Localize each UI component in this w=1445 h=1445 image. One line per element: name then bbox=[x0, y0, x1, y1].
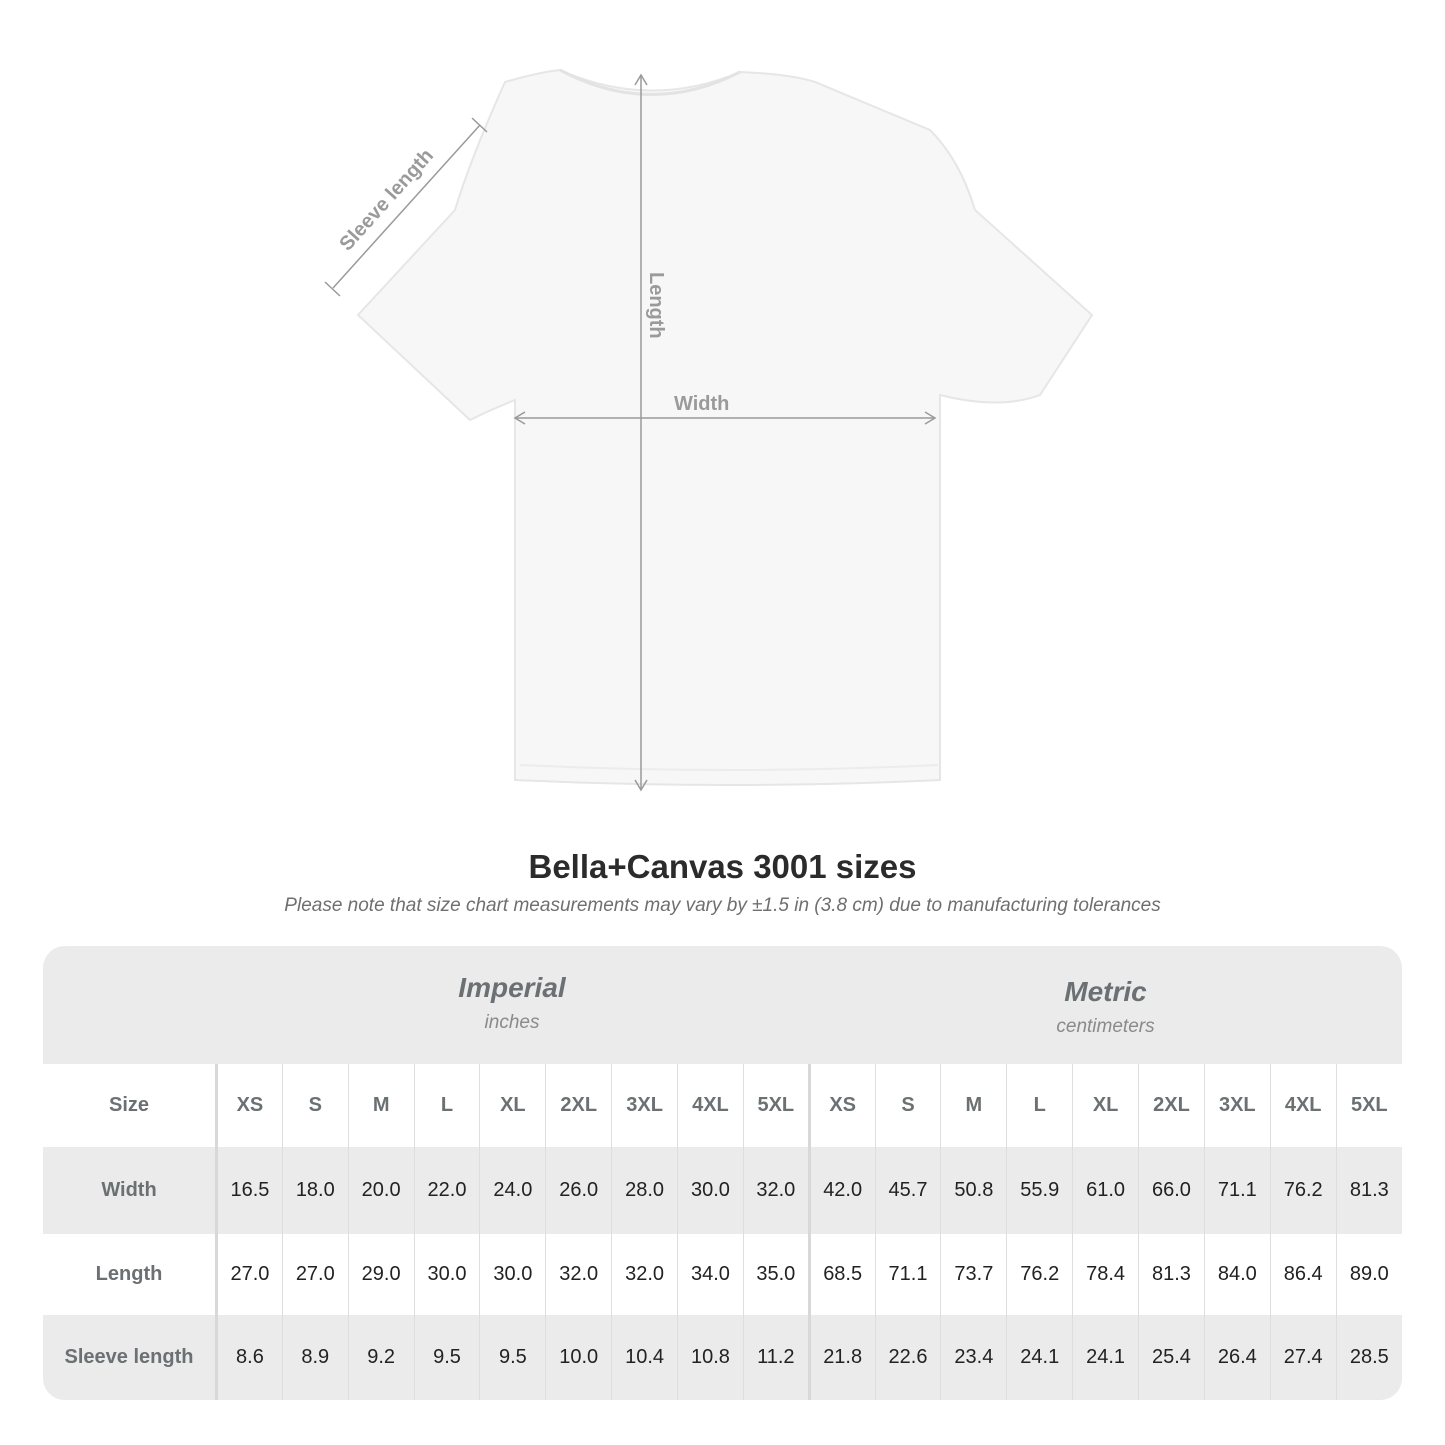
metric-value-cell: 45.7 bbox=[874, 1147, 941, 1234]
metric-size-header: 3XL bbox=[1203, 1064, 1271, 1147]
metric-value-cell: 22.6 bbox=[874, 1315, 941, 1400]
measure-lines bbox=[324, 73, 937, 792]
imperial-value-cell: 8.6 bbox=[216, 1315, 283, 1400]
imperial-value-cell: 11.2 bbox=[742, 1315, 810, 1400]
imperial-value-cell: 30.0 bbox=[413, 1234, 480, 1315]
row-label: Length bbox=[43, 1234, 218, 1315]
imperial-value-cell: 27.0 bbox=[281, 1234, 349, 1315]
width-label: Width bbox=[674, 393, 729, 415]
imperial-size-header: L bbox=[413, 1064, 480, 1147]
imperial-value-cell: 26.0 bbox=[545, 1147, 612, 1234]
metric-size-header: XS bbox=[807, 1064, 876, 1147]
imperial-header: Imperial inches bbox=[215, 946, 809, 1090]
metric-value-cell: 21.8 bbox=[807, 1315, 876, 1400]
metric-value-cell: 81.3 bbox=[1138, 1234, 1205, 1315]
metric-value-cell: 55.9 bbox=[1006, 1147, 1073, 1234]
imperial-size-header: 3XL bbox=[611, 1064, 678, 1147]
metric-value-cell: 42.0 bbox=[807, 1147, 876, 1234]
imperial-value-cell: 9.5 bbox=[479, 1315, 546, 1400]
imperial-value-cell: 10.0 bbox=[545, 1315, 612, 1400]
metric-size-header: XL bbox=[1072, 1064, 1139, 1147]
metric-size-header: 5XL bbox=[1335, 1064, 1402, 1147]
metric-value-cell: 23.4 bbox=[940, 1315, 1007, 1400]
imperial-value-cell: 29.0 bbox=[347, 1234, 415, 1315]
imperial-unit: inches bbox=[484, 1012, 540, 1033]
size-chart: Imperial inches Metric centimeters Size X… bbox=[43, 946, 1402, 1400]
imperial-value-cell: 35.0 bbox=[742, 1234, 810, 1315]
imperial-value-cell: 30.0 bbox=[677, 1147, 744, 1234]
sleeve-length-label: Sleeve length bbox=[335, 145, 438, 256]
metric-size-header: L bbox=[1006, 1064, 1073, 1147]
imperial-value-cell: 16.5 bbox=[216, 1147, 283, 1234]
imperial-value-cell: 9.5 bbox=[413, 1315, 480, 1400]
imperial-size-header: 4XL bbox=[677, 1064, 744, 1147]
metric-value-cell: 73.7 bbox=[940, 1234, 1007, 1315]
metric-value-cell: 27.4 bbox=[1269, 1315, 1337, 1400]
metric-value-cell: 71.1 bbox=[1203, 1147, 1271, 1234]
imperial-size-header: 5XL bbox=[742, 1064, 810, 1147]
imperial-value-cell: 24.0 bbox=[479, 1147, 546, 1234]
imperial-value-cell: 28.0 bbox=[611, 1147, 678, 1234]
imperial-value-cell: 32.0 bbox=[611, 1234, 678, 1315]
imperial-value-cell: 32.0 bbox=[545, 1234, 612, 1315]
metric-value-cell: 71.1 bbox=[874, 1234, 941, 1315]
tshirt-diagram: Sleeve length Length Width bbox=[324, 68, 1094, 792]
size-header: Size bbox=[43, 1064, 218, 1147]
metric-size-header: M bbox=[940, 1064, 1007, 1147]
metric-value-cell: 50.8 bbox=[940, 1147, 1007, 1234]
imperial-size-header: XL bbox=[479, 1064, 546, 1147]
tolerance-note: Please note that size chart measurements… bbox=[284, 895, 1161, 916]
imperial-value-cell: 20.0 bbox=[347, 1147, 415, 1234]
metric-value-cell: 78.4 bbox=[1072, 1234, 1139, 1315]
metric-unit: centimeters bbox=[1056, 1016, 1155, 1037]
table-header-row: Size XS S M L XL 2XL 3XL 4XL 5XL XS S M L XL 2XL 3XL 4XL 5… bbox=[43, 1064, 1402, 1147]
metric-value-cell: 81.3 bbox=[1335, 1147, 1402, 1234]
imperial-size-header: S bbox=[281, 1064, 349, 1147]
imperial-title: Imperial bbox=[458, 972, 566, 1003]
metric-title: Metric bbox=[1064, 976, 1147, 1007]
imperial-value-cell: 10.8 bbox=[677, 1315, 744, 1400]
metric-size-header: 2XL bbox=[1138, 1064, 1205, 1147]
imperial-value-cell: 10.4 bbox=[611, 1315, 678, 1400]
table-row: Length 27.0 27.0 29.0 30.0 30.0 32.0 32.0 34.0 35… bbox=[43, 1234, 1402, 1315]
imperial-size-header: M bbox=[347, 1064, 415, 1147]
metric-value-cell: 84.0 bbox=[1203, 1234, 1271, 1315]
imperial-value-cell: 9.2 bbox=[347, 1315, 415, 1400]
metric-value-cell: 66.0 bbox=[1138, 1147, 1205, 1234]
table-row: Sleeve length 8.6 8.9 9.2 9.5 9.5 10.0 10.4 10.8… bbox=[43, 1315, 1402, 1400]
metric-value-cell: 26.4 bbox=[1203, 1315, 1271, 1400]
metric-value-cell: 76.2 bbox=[1006, 1234, 1073, 1315]
table-row: Width 16.5 18.0 20.0 22.0 24.0 26.0 28.0 30.0 32.… bbox=[43, 1147, 1402, 1234]
row-label: Width bbox=[43, 1147, 218, 1234]
metric-value-cell: 24.1 bbox=[1072, 1315, 1139, 1400]
tshirt-image bbox=[356, 68, 1094, 786]
metric-size-header: 4XL bbox=[1269, 1064, 1337, 1147]
row-label: Sleeve length bbox=[43, 1315, 218, 1400]
imperial-value-cell: 30.0 bbox=[479, 1234, 546, 1315]
imperial-value-cell: 27.0 bbox=[216, 1234, 283, 1315]
metric-value-cell: 61.0 bbox=[1072, 1147, 1139, 1234]
metric-size-header: S bbox=[874, 1064, 941, 1147]
length-label: Length bbox=[645, 272, 667, 339]
metric-value-cell: 68.5 bbox=[807, 1234, 876, 1315]
imperial-value-cell: 32.0 bbox=[742, 1147, 810, 1234]
size-table: Size XS S M L XL 2XL 3XL 4XL 5XL XS S M L XL 2XL 3XL 4XL 5… bbox=[43, 1064, 1402, 1400]
imperial-value-cell: 8.9 bbox=[281, 1315, 349, 1400]
metric-header: Metric centimeters bbox=[809, 946, 1402, 1094]
imperial-size-header: XS bbox=[216, 1064, 283, 1147]
metric-value-cell: 28.5 bbox=[1335, 1315, 1402, 1400]
imperial-value-cell: 18.0 bbox=[281, 1147, 349, 1234]
page-title: Bella+Canvas 3001 sizes bbox=[528, 848, 917, 885]
metric-value-cell: 24.1 bbox=[1006, 1315, 1073, 1400]
metric-value-cell: 76.2 bbox=[1269, 1147, 1337, 1234]
metric-value-cell: 89.0 bbox=[1335, 1234, 1402, 1315]
imperial-size-header: 2XL bbox=[545, 1064, 612, 1147]
metric-value-cell: 25.4 bbox=[1138, 1315, 1205, 1400]
metric-value-cell: 86.4 bbox=[1269, 1234, 1337, 1315]
imperial-value-cell: 22.0 bbox=[413, 1147, 480, 1234]
imperial-value-cell: 34.0 bbox=[677, 1234, 744, 1315]
